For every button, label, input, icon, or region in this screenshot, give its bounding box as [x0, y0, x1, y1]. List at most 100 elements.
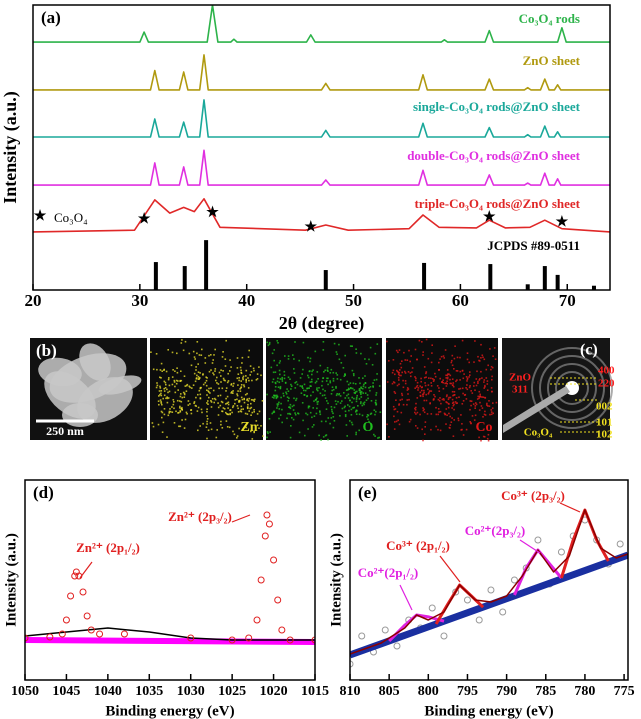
eds-dot	[360, 396, 363, 398]
eds-dot	[461, 423, 463, 425]
annotation: Co²⁺(2p₃/₂)	[465, 523, 525, 538]
eds-dot	[466, 380, 468, 382]
eds-dot	[184, 418, 187, 421]
eds-dot	[403, 351, 405, 354]
eds-dot	[418, 339, 421, 342]
eds-dot	[279, 378, 282, 380]
eds-dot	[276, 394, 278, 397]
eds-dot	[477, 382, 479, 384]
eds-dot	[241, 362, 243, 364]
eds-dot	[478, 436, 480, 439]
eds-dot	[268, 418, 271, 420]
eds-dot	[480, 370, 482, 373]
eds-dot	[455, 380, 457, 383]
eds-dot	[396, 384, 399, 387]
eds-dot	[196, 410, 199, 412]
eds-dot	[270, 366, 273, 369]
eds-dot	[345, 389, 348, 391]
data-point	[245, 634, 253, 642]
tem-particle	[98, 375, 142, 395]
eds-dot	[367, 397, 369, 400]
eds-dot	[481, 396, 483, 398]
eds-dot	[362, 385, 365, 388]
eds-dot	[477, 395, 479, 398]
eds-dot	[242, 377, 244, 379]
annotation: Zn²⁺ (2p₃/₂)	[168, 509, 232, 524]
eds-dot	[435, 425, 437, 428]
eds-dot	[155, 353, 158, 355]
eds-dot	[299, 377, 302, 379]
eds-dot	[441, 381, 443, 383]
eds-dot	[332, 388, 335, 391]
eds-dot	[484, 396, 486, 399]
eds-dot	[217, 383, 220, 385]
eds-dot	[183, 427, 186, 429]
eds-dot	[457, 419, 460, 422]
eds-dot	[307, 374, 309, 377]
eds-dot	[305, 412, 307, 415]
eds-dot	[399, 399, 402, 401]
eds-dot	[230, 384, 232, 386]
eds-dot	[395, 420, 398, 423]
eds-dot	[427, 388, 429, 391]
eds-dot	[287, 390, 290, 392]
eds-dot	[185, 384, 188, 387]
eds-dot	[172, 403, 175, 406]
eds-dot	[173, 401, 175, 403]
x-axis-label: 2θ (degree)	[279, 313, 365, 334]
eds-map	[386, 338, 498, 440]
eds-dot	[247, 377, 249, 379]
eds-dot	[358, 377, 360, 379]
eds-dot	[226, 402, 228, 404]
eds-dot	[279, 385, 282, 388]
eds-dot	[244, 412, 247, 415]
eds-dot	[434, 372, 436, 375]
eds-dot	[261, 400, 264, 402]
eds-dot	[392, 369, 395, 372]
eds-dot	[368, 387, 370, 389]
eds-dot	[425, 376, 427, 378]
eds-dot	[406, 399, 409, 401]
eds-dot	[469, 374, 471, 376]
eds-dot	[150, 351, 152, 353]
eds-dot	[451, 417, 453, 419]
eds-dot	[237, 411, 240, 413]
eds-dot	[316, 401, 318, 403]
annotation-arrow	[231, 514, 251, 523]
legend-symbol: ★	[34, 208, 47, 224]
eds-dot	[273, 397, 275, 399]
eds-dot	[166, 396, 168, 398]
eds-dot	[176, 367, 178, 369]
eds-dot	[343, 392, 345, 394]
eds-dot	[289, 413, 292, 415]
eds-dot	[294, 387, 297, 389]
data-point	[71, 572, 79, 580]
eds-dot	[182, 391, 185, 394]
eds-dot	[397, 373, 400, 376]
x-tick-label: 775	[614, 684, 635, 699]
eds-dot	[292, 354, 294, 356]
eds-dot	[276, 407, 278, 409]
eds-dot	[273, 359, 275, 362]
eds-dot	[285, 393, 288, 395]
eds-dot	[237, 373, 240, 375]
tem-particle	[38, 357, 82, 387]
eds-dot	[327, 377, 329, 380]
data-point	[263, 511, 271, 519]
eds-dot	[397, 351, 399, 354]
eds-dot	[317, 389, 319, 392]
eds-dot	[358, 398, 361, 400]
x-tick-label: 810	[340, 684, 361, 699]
eds-dot	[211, 398, 214, 400]
eds-dot	[428, 377, 430, 379]
eds-dot	[408, 349, 410, 352]
x-axis-label: Binding energy (eV)	[424, 703, 553, 719]
eds-dot	[198, 378, 200, 380]
eds-dot	[152, 368, 155, 371]
eds-dot	[247, 403, 249, 406]
eds-dot	[158, 403, 160, 406]
eds-dot	[322, 341, 325, 343]
eds-dot	[241, 356, 244, 359]
eds-dot	[266, 431, 269, 433]
eds-dot	[471, 415, 474, 417]
